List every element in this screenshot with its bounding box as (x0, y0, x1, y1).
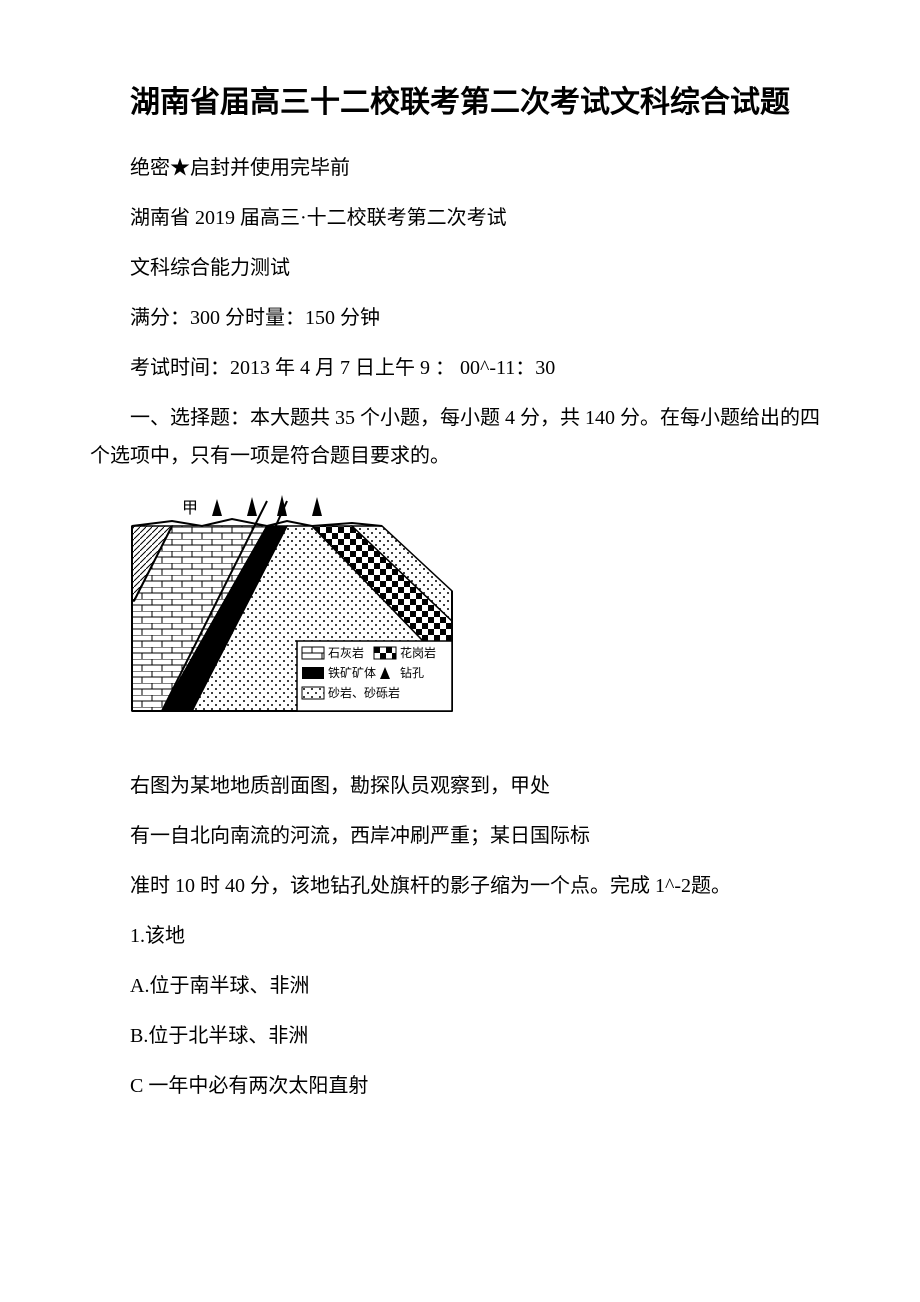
exam-header: 湖南省 2019 届高三·十二校联考第二次考试 (90, 199, 830, 237)
svg-text:铁矿矿体: 铁矿矿体 (328, 666, 376, 680)
option-1a: A.位于南半球、非洲 (90, 967, 830, 1005)
score-time-line: 满分：300 分时量：150 分钟 (90, 299, 830, 337)
secrecy-line: 绝密★启封并使用完毕前 (90, 149, 830, 187)
svg-text:砂岩、砂砾岩: 砂岩、砂砾岩 (328, 685, 400, 700)
geology-diagram-svg: 甲 石灰岩 花岗岩 铁矿矿体 钻孔 砂岩、砂砾岩 (122, 491, 462, 751)
figure-desc-2: 有一自北向南流的河流，西岸冲刷严重；某日国际标 (90, 817, 830, 855)
option-1c: C 一年中必有两次太阳直射 (90, 1067, 830, 1105)
exam-time-line: 考试时间：2013 年 4 月 7 日上午 9 ： 00^-11：30 (90, 349, 830, 387)
figure-desc-1: 右图为某地地质剖面图，勘探队员观察到，甲处 (90, 767, 830, 805)
figure-desc-3: 准时 10 时 40 分，该地钻孔处旗杆的影子缩为一个点。完成 1^-2题。 (90, 867, 830, 905)
subject-line: 文科综合能力测试 (90, 249, 830, 287)
geology-figure: docx.com (122, 491, 462, 751)
svg-text:花岗岩: 花岗岩 (400, 645, 436, 660)
svg-text:钻孔: 钻孔 (400, 665, 424, 680)
label-jia: 甲 (182, 500, 198, 517)
document-title: 湖南省届高三十二校联考第二次考试文科综合试题 (90, 80, 830, 125)
question-1: 1.该地 (90, 917, 830, 955)
svg-text:石灰岩: 石灰岩 (328, 645, 364, 660)
section-instructions: 一、选择题：本大题共 35 个小题，每小题 4 分，共 140 分。在每小题给出… (90, 399, 830, 475)
option-1b: B.位于北半球、非洲 (90, 1017, 830, 1055)
